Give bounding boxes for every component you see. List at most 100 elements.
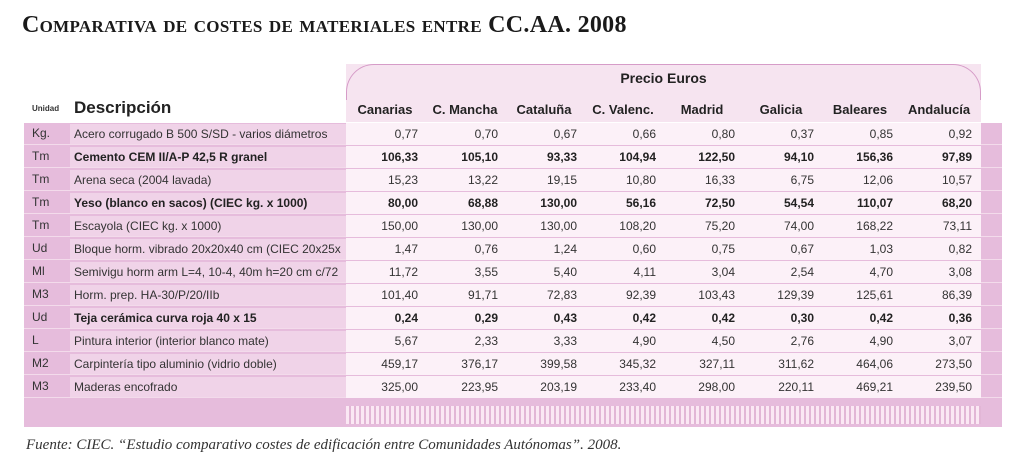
price-cell: 150,00 [381, 219, 418, 233]
region-header: C. Valenc. [592, 102, 654, 117]
price-cell: 0,80 [711, 127, 735, 141]
table-row: M3 Horm. prep. HA-30/P/20/IIb 101,40 91,71 7… [24, 284, 1002, 306]
price-cell: 156,36 [856, 150, 893, 164]
description-cell: Bloque horm. vibrado 20x20x40 cm (CIEC 2… [74, 242, 341, 256]
price-cell: 464,06 [856, 357, 893, 371]
price-cells: 1,47 0,76 1,24 0,60 0,75 0,67 1,03 0,82 [346, 238, 981, 260]
price-header-label: Precio Euros [620, 70, 707, 86]
price-cell: 233,40 [619, 380, 656, 394]
price-cells: 101,40 91,71 72,83 92,39 103,43 129,39 125,61 8… [346, 284, 981, 306]
price-cell: 97,89 [941, 150, 972, 164]
table-row: Tm Escayola (CIEC kg. x 1000) 150,00 130,00… [24, 215, 1002, 237]
table-footer-stripe [346, 406, 981, 424]
price-cell: 2,54 [790, 265, 814, 279]
price-cell: 75,20 [704, 219, 735, 233]
table-row: M3 Maderas encofrado 325,00 223,95 203,19 233… [24, 376, 1002, 398]
price-cell: 1,24 [553, 242, 577, 256]
region-header: Canarias [357, 102, 413, 117]
price-cell: 325,00 [381, 380, 418, 394]
price-cell: 4,11 [633, 265, 656, 279]
price-cell: 91,71 [467, 288, 498, 302]
table-row: Tm Yeso (blanco en sacos) (CIEC kg. x 100… [24, 192, 1002, 214]
price-cell: 72,50 [704, 196, 735, 210]
price-cell: 0,42 [711, 311, 735, 325]
price-cell: 11,72 [388, 265, 418, 279]
price-cell: 13,22 [467, 173, 498, 187]
price-cells: 0,77 0,70 0,67 0,66 0,80 0,37 0,85 0,92 [346, 123, 981, 145]
price-cell: 0,29 [474, 311, 498, 325]
price-cell: 5,40 [553, 265, 577, 279]
unit-cell: Tm [32, 218, 50, 232]
page-title: Comparativa de costes de materiales entr… [22, 12, 627, 38]
price-cell: 223,95 [461, 380, 498, 394]
price-cell: 459,17 [381, 357, 418, 371]
price-cell: 3,33 [553, 334, 577, 348]
description-cell: Teja cerámica curva roja 40 x 15 [74, 311, 257, 325]
unit-column-header: Unidad [32, 104, 60, 113]
price-cell: 129,39 [777, 288, 814, 302]
description-cell: Acero corrugado B 500 S/SD - varios diám… [74, 127, 328, 141]
price-cell: 273,50 [935, 357, 972, 371]
price-cell: 3,04 [711, 265, 735, 279]
description-cell-bg [70, 147, 346, 167]
price-cell: 72,83 [546, 288, 577, 302]
table-row: Tm Arena seca (2004 lavada) 15,23 13,22 19,1… [24, 169, 1002, 191]
price-cell: 73,11 [942, 219, 972, 233]
price-cell: 3,07 [948, 334, 972, 348]
price-cell: 0,77 [394, 127, 418, 141]
price-cell: 376,17 [461, 357, 498, 371]
price-cell: 92,39 [625, 288, 656, 302]
price-cell: 0,24 [394, 311, 418, 325]
price-cell: 74,00 [783, 219, 814, 233]
price-cell: 4,90 [869, 334, 893, 348]
table-row: Tm Cemento CEM II/A-P 42,5 R granel 106,33… [24, 146, 1002, 168]
price-cell: 103,43 [698, 288, 735, 302]
price-cell: 220,11 [778, 380, 814, 394]
price-cell: 5,67 [394, 334, 418, 348]
unit-cell: Ud [32, 241, 48, 255]
table-row: Kg. Acero corrugado B 500 S/SD - varios d… [24, 123, 1002, 145]
price-cells: 5,67 2,33 3,33 4,90 4,50 2,76 4,90 3,07 [346, 330, 981, 352]
price-cell: 93,33 [546, 150, 577, 164]
price-cell: 0,85 [869, 127, 893, 141]
description-cell: Cemento CEM II/A-P 42,5 R granel [74, 150, 268, 164]
unit-cell: Ml [32, 264, 45, 278]
price-cell: 298,00 [698, 380, 735, 394]
unit-cell: Ud [32, 310, 48, 324]
price-cell: 4,70 [869, 265, 893, 279]
price-header-background [346, 64, 981, 122]
price-cell: 54,54 [783, 196, 814, 210]
table-row: Ud Teja cerámica curva roja 40 x 15 0,24 0,… [24, 307, 1002, 329]
region-header: C. Mancha [432, 102, 498, 117]
price-cells: 325,00 223,95 203,19 233,40 298,00 220,11 469,… [346, 376, 981, 398]
price-cell: 125,61 [856, 288, 893, 302]
region-header: Madrid [680, 102, 724, 117]
price-cell: 203,19 [540, 380, 577, 394]
description-cell: Arena seca (2004 lavada) [74, 173, 212, 187]
price-cell: 239,50 [935, 380, 972, 394]
price-cell: 399,58 [540, 357, 577, 371]
unit-cell: Tm [32, 195, 50, 209]
price-cell: 0,76 [474, 242, 498, 256]
price-cell: 311,62 [778, 357, 814, 371]
price-cell: 469,21 [856, 380, 893, 394]
unit-cell: L [32, 333, 39, 347]
description-cell-bg [70, 331, 346, 351]
description-cell-bg [70, 239, 346, 259]
price-cell: 10,57 [941, 173, 972, 187]
description-cell-bg [70, 354, 346, 374]
unit-cell: M3 [32, 287, 49, 301]
price-cell: 4,50 [711, 334, 735, 348]
price-cells: 150,00 130,00 130,00 108,20 75,20 74,00 168,22… [346, 215, 981, 237]
price-cell: 94,10 [783, 150, 814, 164]
description-cell-bg [70, 216, 346, 236]
price-cell: 3,55 [474, 265, 498, 279]
price-cell: 86,39 [941, 288, 972, 302]
description-cell: Maderas encofrado [74, 380, 178, 394]
price-cells: 0,24 0,29 0,43 0,42 0,42 0,30 0,42 0,36 [346, 307, 981, 329]
price-cell: 110,07 [856, 196, 893, 210]
unit-cell: M2 [32, 356, 49, 370]
price-cell: 130,00 [540, 196, 577, 210]
unit-cell: Kg. [32, 126, 51, 140]
price-cell: 6,75 [790, 173, 814, 187]
